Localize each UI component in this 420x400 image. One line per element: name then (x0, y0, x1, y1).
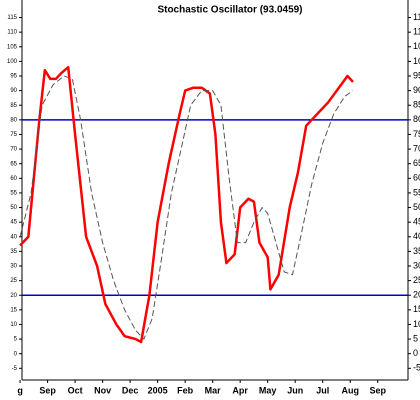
y-tick-label: 65 (413, 158, 420, 168)
y-tick-label: 80 (413, 114, 420, 124)
series-line (19, 75, 354, 340)
y-tick-label: 60 (413, 173, 420, 183)
y-tick-label: 20 (10, 293, 17, 299)
y-tick-label: 105 (413, 41, 420, 51)
y-tick-label: 100 (7, 59, 18, 65)
y-tick-label: 40 (413, 231, 420, 241)
y-tick-label: 0 (14, 351, 18, 357)
y-tick-label: 110 (413, 27, 420, 37)
x-tick-label: Apr (232, 385, 248, 395)
y-tick-label: 50 (413, 202, 420, 212)
x-tick-label: Feb (177, 385, 194, 395)
y-tick-label: 20 (413, 290, 420, 300)
y-tick-label: 40 (10, 234, 17, 240)
y-tick-label: 30 (413, 260, 420, 270)
y-tick-label: 85 (413, 100, 420, 110)
y-tick-label: 25 (10, 278, 17, 284)
x-tick-label: Oct (68, 385, 83, 395)
x-tick-label: Mar (205, 385, 222, 395)
y-tick-label: 105 (7, 44, 18, 50)
x-tick-label: Jul (316, 385, 329, 395)
y-tick-label: 70 (10, 147, 17, 153)
x-tick-label: Sep (369, 385, 386, 395)
y-tick-label: 15 (10, 307, 17, 313)
y-tick-label: 45 (413, 217, 420, 227)
series-line (19, 65, 354, 344)
y-tick-label: 80 (10, 117, 17, 123)
y-tick-label: 10 (413, 319, 420, 329)
x-tick-label: May (259, 385, 277, 395)
x-tick-label: Nov (94, 385, 111, 395)
y-tick-label: -5 (12, 366, 18, 372)
y-tick-label: 60 (10, 176, 17, 182)
y-tick-label: 55 (10, 191, 17, 197)
y-tick-label: 95 (413, 70, 420, 80)
y-tick-label: 95 (10, 74, 17, 80)
y-tick-label: 50 (10, 205, 17, 211)
chart-title: Stochastic Oscillator (93.0459) (157, 5, 302, 16)
y-tick-label: -5 (413, 363, 420, 373)
y-tick-label: 15 (413, 304, 420, 314)
y-tick-label: 100 (413, 56, 420, 66)
y-tick-label: 115 (413, 12, 420, 22)
y-tick-label: 35 (10, 249, 17, 255)
y-tick-label: 65 (10, 161, 17, 167)
y-tick-label: 35 (413, 246, 420, 256)
y-tick-label: 45 (10, 220, 17, 226)
x-tick-label: g (17, 385, 23, 395)
y-tick-label: 90 (10, 88, 17, 94)
y-tick-label: 70 (413, 143, 420, 153)
x-tick-label: Sep (39, 385, 56, 395)
y-tick-label: 110 (7, 30, 17, 36)
y-tick-label: 115 (7, 15, 17, 21)
y-tick-label: 75 (10, 132, 17, 138)
y-tick-label: 0 (413, 348, 418, 358)
y-tick-label: 55 (413, 187, 420, 197)
y-tick-label: 25 (413, 275, 420, 285)
x-tick-label: Dec (122, 385, 139, 395)
y-tick-label: 90 (413, 85, 420, 95)
y-tick-label: 85 (10, 103, 17, 109)
y-tick-label: 5 (14, 337, 18, 343)
y-tick-label: 30 (10, 264, 17, 270)
y-tick-label: 5 (413, 333, 418, 343)
x-tick-label: Aug (341, 385, 359, 395)
y-tick-label: 10 (10, 322, 17, 328)
x-tick-label: 2005 (148, 385, 168, 395)
x-tick-label: Jun (287, 385, 303, 395)
y-tick-label: 75 (413, 129, 420, 139)
